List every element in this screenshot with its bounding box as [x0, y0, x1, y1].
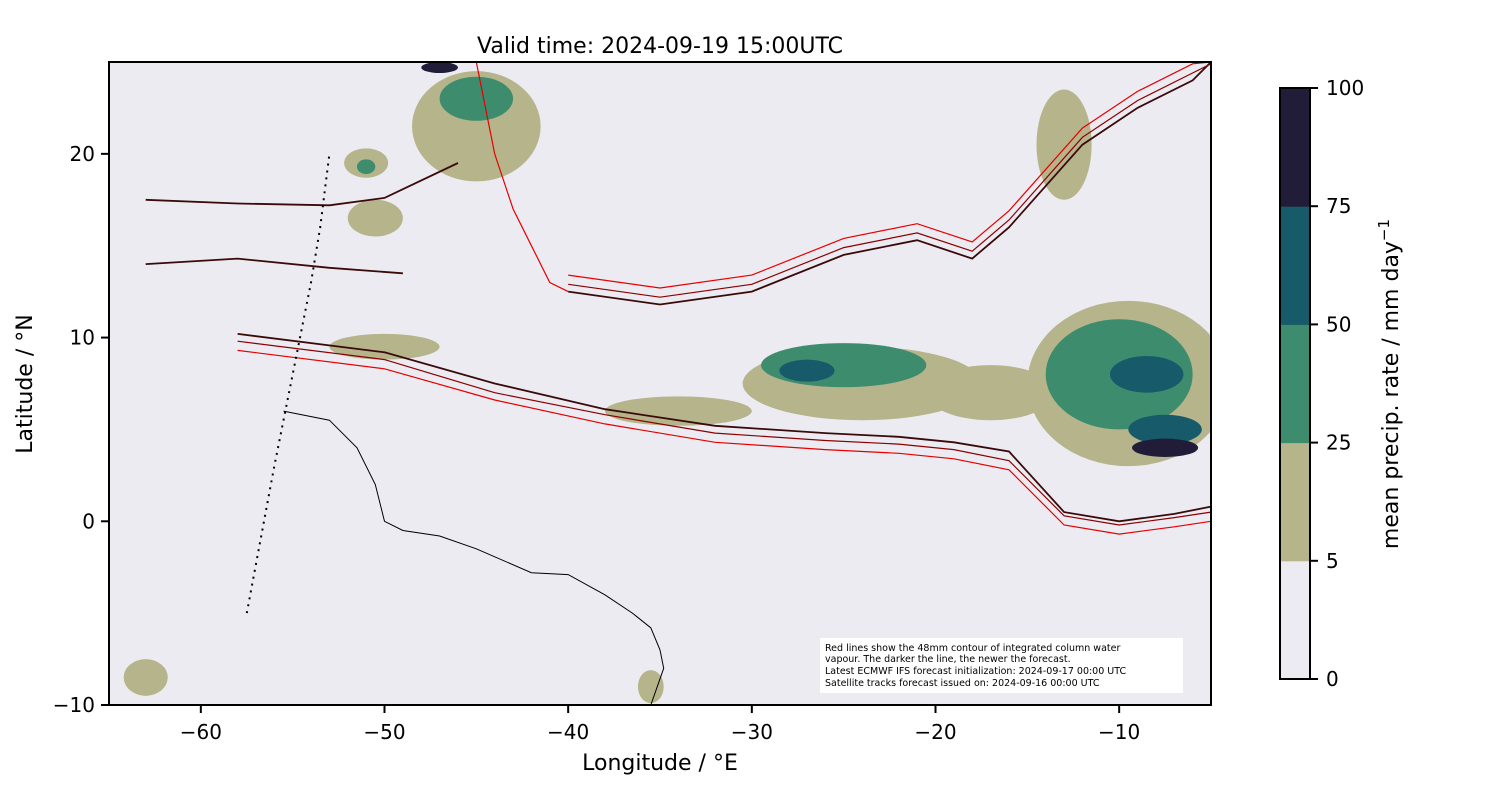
colorbar-bands [1280, 88, 1310, 680]
x-tick-label-2: −50 [363, 720, 405, 744]
iwv-contour-oldest-8 [568, 62, 1211, 289]
precip-region-5 [779, 359, 835, 382]
x-axis-label: Longitude / °E [582, 751, 738, 776]
colorbar-band-1 [1280, 560, 1310, 680]
y-tick-label-2: 0 [82, 509, 95, 533]
precipitation-field [123, 62, 1211, 704]
colorbar-tick-label-3: 25 [1326, 431, 1351, 455]
colorbar-ticks: 0 5 25 50 75 100 [1310, 76, 1364, 691]
precip-region-19 [123, 659, 168, 696]
map-panel [108, 61, 1212, 706]
iwv-contour-newest-4 [145, 257, 403, 275]
colorbar-tick-label-1: 0 [1326, 667, 1339, 691]
precip-region-8 [1109, 355, 1184, 393]
iwv-contour-older-6 [568, 63, 1211, 298]
colorbar-tick-label-5: 75 [1326, 194, 1351, 218]
colorbar-band-4 [1280, 206, 1310, 325]
plot-title: Valid time: 2024-09-19 15:00UTC [477, 34, 843, 59]
iwv-contour-newest-1 [237, 333, 1211, 523]
precip-region-12 [439, 76, 514, 121]
colorbar-band-3 [1280, 324, 1310, 444]
colorbar: 0 5 25 50 75 100 mean precip. rate / mm day−1 [1279, 76, 1404, 691]
precip-region-13 [421, 62, 458, 74]
colorbar-tick-label-6: 100 [1326, 76, 1364, 100]
colorbar-tick-label-4: 50 [1326, 312, 1351, 336]
colorbar-band-5 [1280, 88, 1310, 207]
annotation-background [820, 638, 1183, 693]
colorbar-tick-label-2: 5 [1326, 549, 1339, 573]
south-america-coastline [283, 410, 665, 705]
legend-annotation-box: Red lines show the 48mm contour of integ… [820, 638, 1183, 693]
x-tick-label-6: −10 [1098, 720, 1140, 744]
precip-region-17 [1036, 89, 1092, 200]
precip-region-14 [347, 199, 403, 237]
colorbar-label-text: mean precip. rate / mm day [1379, 241, 1404, 549]
precip-region-10 [1132, 438, 1199, 457]
x-axis: −60 −50 −40 −30 −20 −10 [180, 705, 1140, 744]
map-frame [108, 61, 1212, 706]
y-tick-label-4: 20 [70, 142, 95, 166]
iwv-contour-layer [145, 62, 1211, 535]
x-tick-label-5: −20 [914, 720, 956, 744]
annotation-line-2: vapour. The darker the line, the newer t… [825, 654, 1071, 665]
precip-region-2 [926, 365, 1055, 421]
iwv-contour-older-5 [237, 340, 1211, 526]
annotation-line-1: Red lines show the 48mm contour of integ… [825, 643, 1120, 654]
x-tick-label-3: −40 [547, 720, 589, 744]
coastline-layer [283, 410, 665, 705]
precip-region-9 [1128, 414, 1202, 445]
y-tick-label-3: 10 [70, 326, 95, 350]
iwv-contour-newest-3 [145, 162, 459, 207]
annotation-line-3: Latest ECMWF IFS forecast initialization… [825, 666, 1126, 677]
iwv-contour-newest-2 [568, 62, 1211, 306]
y-tick-label-1: −10 [53, 693, 95, 717]
colorbar-label: mean precip. rate / mm day−1 [1375, 219, 1404, 549]
x-tick-label-4: −30 [731, 720, 773, 744]
y-axis: −10 0 10 20 [53, 142, 109, 717]
colorbar-label-exponent: −1 [1375, 219, 1393, 241]
iwv-contour-oldest-9 [475, 62, 569, 293]
x-tick-label-1: −60 [180, 720, 222, 744]
precip-region-20 [637, 670, 664, 704]
y-axis-label: Latitude / °N [13, 314, 38, 453]
precip-region-3 [604, 396, 752, 426]
colorbar-frame [1279, 87, 1311, 680]
colorbar-band-2 [1280, 442, 1310, 562]
precip-region-16 [356, 159, 376, 175]
iwv-contour-oldest-7 [237, 349, 1211, 535]
precip-region-18 [329, 333, 440, 360]
annotation-line-4: Satellite tracks forecast issued on: 202… [825, 678, 1100, 689]
